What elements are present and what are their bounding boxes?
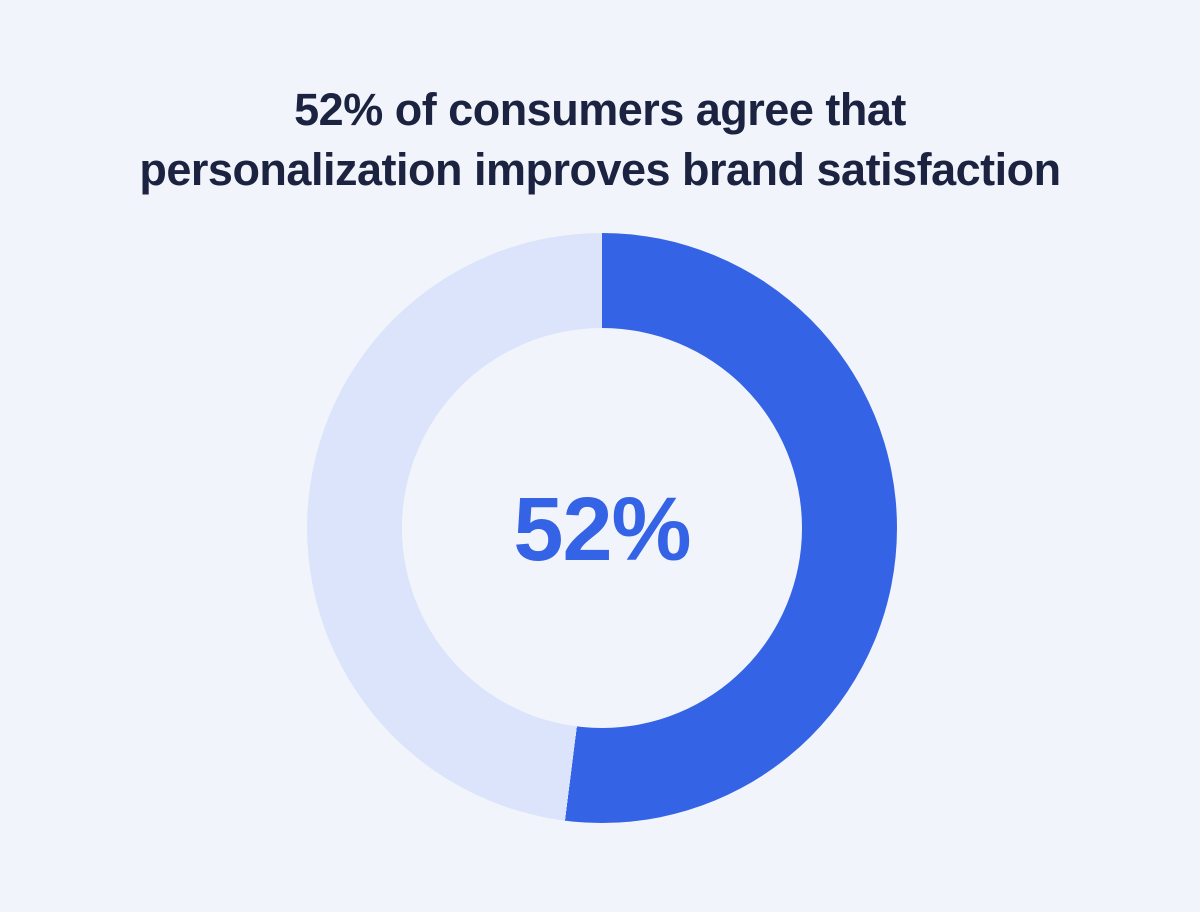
donut-center-value-label: 52%: [513, 479, 691, 580]
chart-title-line-2: personalization improves brand satisfact…: [139, 144, 1061, 195]
chart-title: 52% of consumers agree that personalizat…: [0, 80, 1200, 200]
donut-chart: 52%: [307, 233, 897, 823]
donut-hole: 52%: [402, 328, 802, 728]
chart-title-line-1: 52% of consumers agree that: [294, 84, 906, 135]
